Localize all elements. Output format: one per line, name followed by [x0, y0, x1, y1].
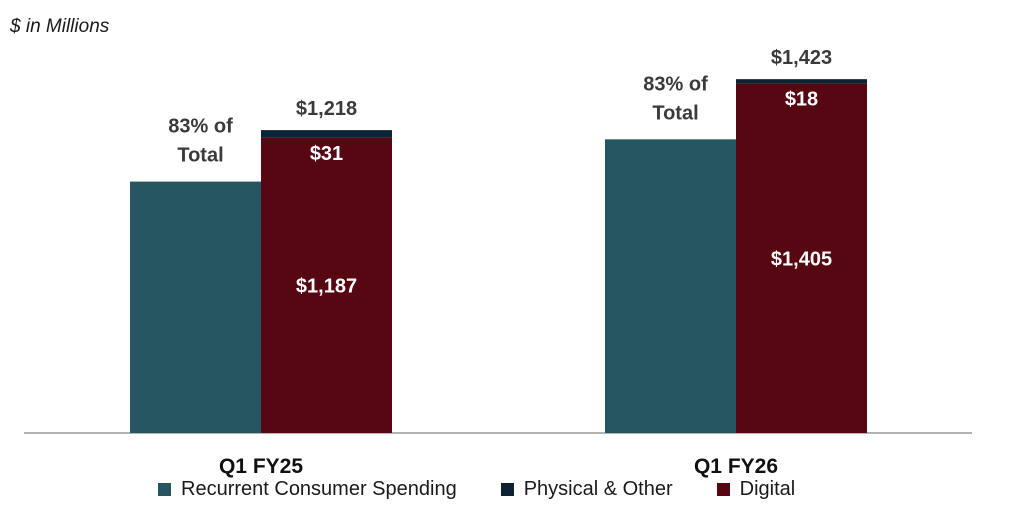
total-value-label: $1,218 — [296, 98, 357, 120]
legend-item-digital: Digital — [716, 478, 796, 501]
recurrent-share-annotation: 83% of — [168, 116, 233, 138]
legend-swatch-physical — [500, 483, 514, 496]
recurrent-bar — [130, 181, 261, 433]
unit-label: $ in Millions — [10, 16, 110, 37]
physical-value-label: $31 — [310, 143, 343, 165]
physical-other-bar — [736, 79, 867, 84]
legend: Recurrent Consumer Spending Physical & O… — [158, 478, 839, 501]
total-value-label: $1,423 — [771, 47, 832, 69]
category-label: Q1 FY26 — [694, 455, 778, 478]
digital-bar — [736, 83, 867, 433]
recurrent-share-annotation: 83% of — [643, 73, 708, 95]
recurrent-share-annotation: Total — [177, 145, 223, 167]
recurrent-bar — [605, 139, 736, 434]
digital-value-label: $1,405 — [771, 248, 832, 270]
legend-item-recurrent: Recurrent Consumer Spending — [158, 478, 457, 501]
category-label: Q1 FY25 — [219, 455, 303, 478]
legend-label-physical: Physical & Other — [523, 478, 673, 500]
legend-label-recurrent: Recurrent Consumer Spending — [181, 478, 457, 500]
legend-swatch-digital — [716, 483, 730, 496]
recurrent-share-annotation: Total — [652, 102, 698, 124]
legend-label-digital: Digital — [739, 478, 796, 500]
digital-bar — [261, 137, 392, 433]
digital-value-label: $1,187 — [296, 275, 357, 297]
legend-item-physical: Physical & Other — [500, 478, 673, 501]
physical-other-bar — [261, 130, 392, 138]
legend-swatch-recurrent — [158, 483, 171, 496]
physical-value-label: $18 — [785, 89, 818, 111]
chart: 83% of Total $1,187 $31 $1,218 Q1 FY25 83% of T… — [24, 47, 972, 478]
